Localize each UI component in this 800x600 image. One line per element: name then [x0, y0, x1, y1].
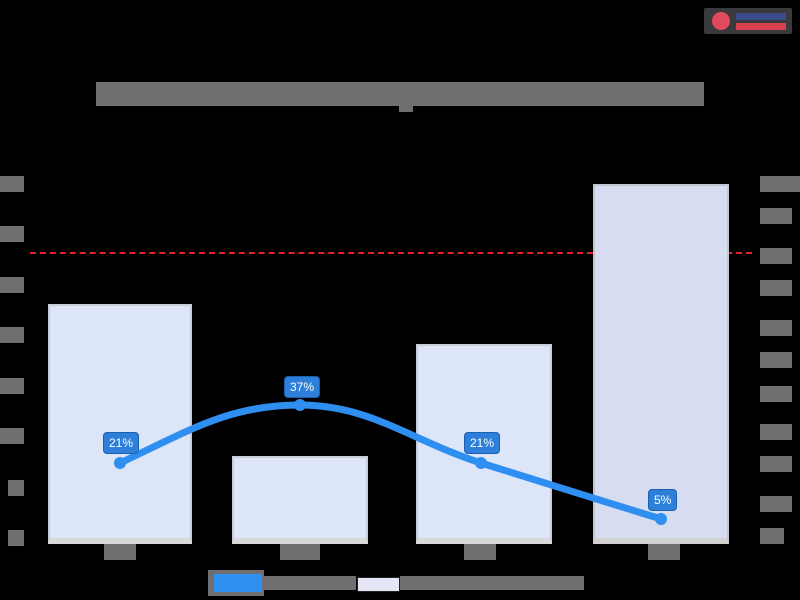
y2-tick-label	[760, 320, 792, 336]
y2-tick-label	[760, 496, 792, 512]
bar-4[interactable]	[593, 184, 729, 544]
logo-icon	[712, 12, 730, 30]
chart-title	[96, 82, 704, 106]
y-tick-label	[0, 428, 24, 444]
x-tick-label	[464, 544, 496, 560]
legend-label-line	[264, 576, 356, 590]
y-tick-label	[0, 226, 24, 242]
line-point[interactable]	[114, 457, 126, 469]
line-point[interactable]	[294, 399, 306, 411]
data-label: 37%	[284, 376, 321, 398]
x-tick-label	[280, 544, 320, 560]
line-point[interactable]	[475, 457, 487, 469]
brand-logo	[704, 8, 792, 34]
x-tick-label	[648, 544, 680, 560]
y-tick-label	[8, 530, 24, 546]
y-tick-label	[0, 176, 24, 192]
x-tick-label	[104, 544, 136, 560]
logo-text-bottom	[736, 23, 786, 30]
legend-bar-swatch[interactable]	[357, 577, 400, 592]
y2-tick-label	[760, 424, 792, 440]
y2-tick-label	[760, 248, 792, 264]
line-point[interactable]	[655, 513, 667, 525]
data-label: 21%	[464, 432, 501, 454]
legend-label-bar	[400, 576, 584, 590]
data-label: 21%	[103, 432, 140, 454]
legend-item-line[interactable]	[208, 570, 264, 596]
legend-line-swatch	[214, 574, 262, 592]
y2-tick-label	[760, 280, 792, 296]
bar-1[interactable]	[48, 304, 192, 544]
y2-tick-label	[760, 456, 792, 472]
y2-tick-label	[760, 386, 792, 402]
y2-tick-label	[760, 176, 800, 192]
data-label: 5%	[648, 489, 678, 511]
y-tick-label	[0, 327, 24, 343]
y2-tick-label	[760, 352, 792, 368]
y-tick-label	[0, 378, 24, 394]
bar-2[interactable]	[232, 456, 368, 544]
y-tick-label	[0, 277, 24, 293]
y2-tick-label	[760, 528, 784, 544]
reference-line	[30, 252, 752, 254]
chart-title-descender	[399, 104, 413, 112]
logo-text-top	[736, 13, 786, 20]
y-tick-label	[8, 480, 24, 496]
y2-tick-label	[760, 208, 792, 224]
